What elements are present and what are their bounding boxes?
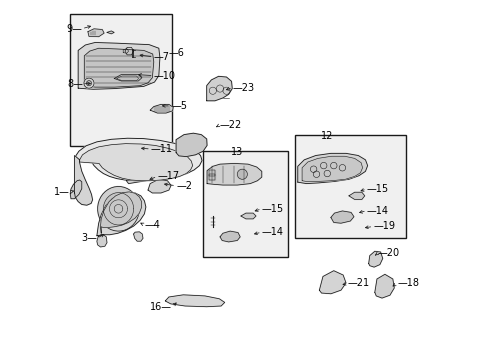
Text: —2: —2 <box>176 181 192 191</box>
Text: —23: —23 <box>232 83 255 93</box>
Text: —20: —20 <box>377 248 399 258</box>
Polygon shape <box>80 144 192 181</box>
Text: —17: —17 <box>157 171 179 181</box>
Polygon shape <box>123 49 128 53</box>
Text: —11: —11 <box>151 144 173 154</box>
Text: —19: —19 <box>373 221 395 231</box>
Polygon shape <box>103 193 133 225</box>
Text: —14: —14 <box>366 206 388 216</box>
Text: —15: —15 <box>261 204 284 214</box>
Polygon shape <box>165 295 224 307</box>
Polygon shape <box>368 251 382 267</box>
Text: 12: 12 <box>321 131 333 141</box>
Polygon shape <box>70 180 81 199</box>
Text: 16—: 16— <box>149 302 171 312</box>
Text: 3—: 3— <box>81 233 97 243</box>
Circle shape <box>84 78 94 88</box>
Bar <box>70 14 172 146</box>
Text: 9—: 9— <box>66 24 81 34</box>
Polygon shape <box>241 213 256 219</box>
Polygon shape <box>374 274 393 298</box>
Polygon shape <box>107 31 114 34</box>
Polygon shape <box>297 153 367 184</box>
Circle shape <box>86 81 91 86</box>
Polygon shape <box>126 174 155 184</box>
Polygon shape <box>97 235 107 247</box>
Polygon shape <box>132 148 153 155</box>
Polygon shape <box>209 174 215 180</box>
Polygon shape <box>209 170 215 176</box>
Polygon shape <box>206 163 261 185</box>
Polygon shape <box>348 192 364 199</box>
Text: —22: —22 <box>219 120 241 130</box>
Text: —10: —10 <box>153 71 175 81</box>
Polygon shape <box>150 104 173 113</box>
Polygon shape <box>114 75 142 81</box>
Polygon shape <box>75 138 202 181</box>
Text: —15: —15 <box>366 184 388 194</box>
Text: —14: —14 <box>261 227 283 237</box>
Text: 8—: 8— <box>67 79 83 89</box>
Text: —6: —6 <box>168 48 184 58</box>
Polygon shape <box>302 156 362 181</box>
Text: 1—: 1— <box>54 187 70 197</box>
Polygon shape <box>319 271 346 294</box>
Polygon shape <box>75 156 92 205</box>
Polygon shape <box>84 48 153 87</box>
Polygon shape <box>133 232 142 241</box>
Polygon shape <box>206 76 232 101</box>
Bar <box>294 135 406 238</box>
Text: —4: —4 <box>144 220 160 230</box>
Polygon shape <box>326 226 369 238</box>
Polygon shape <box>176 133 206 157</box>
Text: —18: —18 <box>396 278 418 288</box>
Text: —5: —5 <box>171 101 187 111</box>
Circle shape <box>237 169 247 179</box>
Polygon shape <box>101 192 141 233</box>
Text: —21: —21 <box>347 278 369 288</box>
Polygon shape <box>98 186 139 231</box>
Polygon shape <box>125 48 133 55</box>
Text: —7: —7 <box>153 52 169 62</box>
Polygon shape <box>148 180 171 193</box>
Polygon shape <box>330 211 353 223</box>
Polygon shape <box>88 29 104 37</box>
Text: 13: 13 <box>231 147 243 157</box>
Bar <box>203 151 287 257</box>
Polygon shape <box>220 231 240 242</box>
Polygon shape <box>78 42 160 89</box>
Polygon shape <box>97 192 145 236</box>
